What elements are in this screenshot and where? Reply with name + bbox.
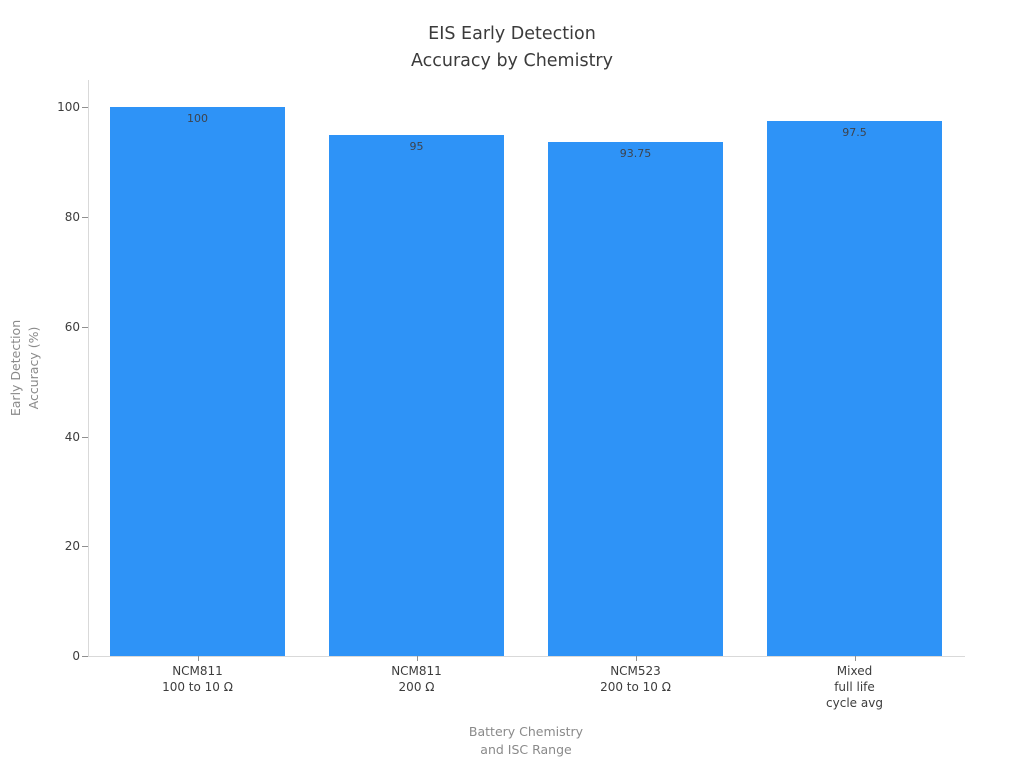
bar-value-label: 97.5: [842, 126, 867, 140]
x-axis-line: [88, 656, 965, 657]
x-tick-mark: [197, 656, 199, 661]
y-tick-label: 20: [64, 539, 80, 554]
y-tick-mark: [82, 107, 88, 109]
y-tick-mark: [82, 326, 88, 328]
bar-value-label: 95: [409, 139, 424, 153]
x-tick-mark: [854, 656, 856, 661]
y-tick-label: 80: [64, 210, 80, 225]
y-tick-mark: [82, 217, 88, 219]
bar: [110, 107, 285, 656]
x-axis-title: Battery Chemistry and ISC Range: [468, 724, 584, 757]
y-tick-label: 40: [64, 429, 80, 444]
y-axis-title: Early Detection Accuracy (%): [8, 319, 41, 417]
x-tick-label: NCM811 100 to 10 Ω: [162, 664, 233, 694]
y-tick-label: 0: [72, 649, 80, 663]
bar-value-label: 93.75: [619, 146, 652, 160]
y-tick-label: 100: [57, 100, 80, 115]
bar: [767, 121, 942, 656]
bar: [548, 141, 723, 656]
y-tick-mark: [82, 656, 88, 657]
y-axis-line: [88, 80, 89, 656]
x-tick-label: NCM523 200 to 10 Ω: [600, 664, 671, 694]
x-tick-mark: [635, 656, 637, 661]
y-tick-mark: [82, 546, 88, 548]
y-tick-label: 60: [64, 319, 80, 334]
x-tick-label: NCM811 200 Ω: [391, 664, 442, 694]
x-tick-label: Mixed full life cycle avg: [826, 664, 883, 710]
x-tick-mark: [416, 656, 418, 661]
bar-value-label: 100: [187, 112, 208, 126]
y-tick-mark: [82, 436, 88, 438]
chart-title: EIS Early Detection Accuracy by Chemistr…: [410, 24, 613, 71]
bar: [329, 134, 504, 656]
